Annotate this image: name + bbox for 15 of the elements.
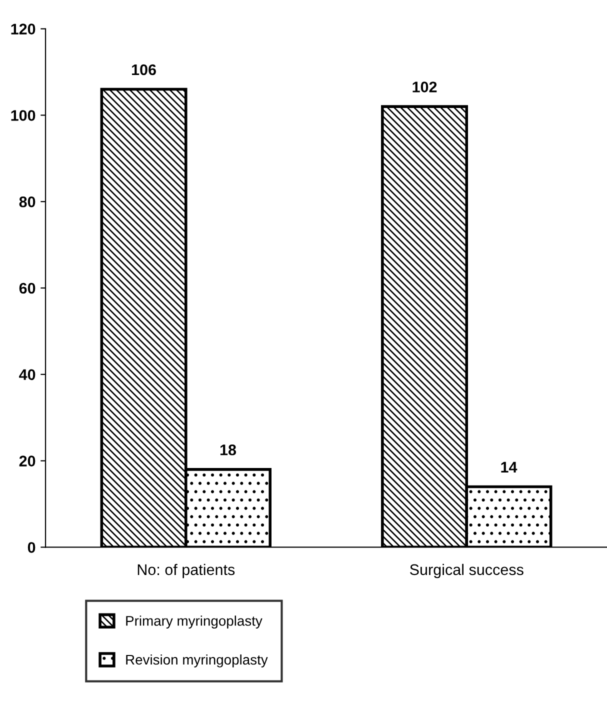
legend-label: Revision myringoplasty: [126, 654, 268, 668]
y-tick-label: 100: [11, 110, 36, 121]
data-label: 14: [501, 462, 518, 472]
y-tick-label: 20: [19, 456, 36, 466]
data-label: 106: [132, 64, 156, 76]
legend-label: Primary myringoplasty: [126, 616, 262, 629]
data-label: 102: [412, 82, 437, 92]
data-label: 18: [220, 444, 236, 456]
x-tick-label: No: of patients: [138, 564, 235, 578]
y-tick-label: 80: [19, 196, 36, 208]
x-tick-label: Surgical success: [410, 564, 524, 578]
y-tick-label: 0: [28, 542, 36, 553]
y-tick-label: 40: [19, 369, 36, 380]
y-tick-label: 120: [11, 24, 36, 34]
y-tick-label: 60: [19, 282, 36, 294]
